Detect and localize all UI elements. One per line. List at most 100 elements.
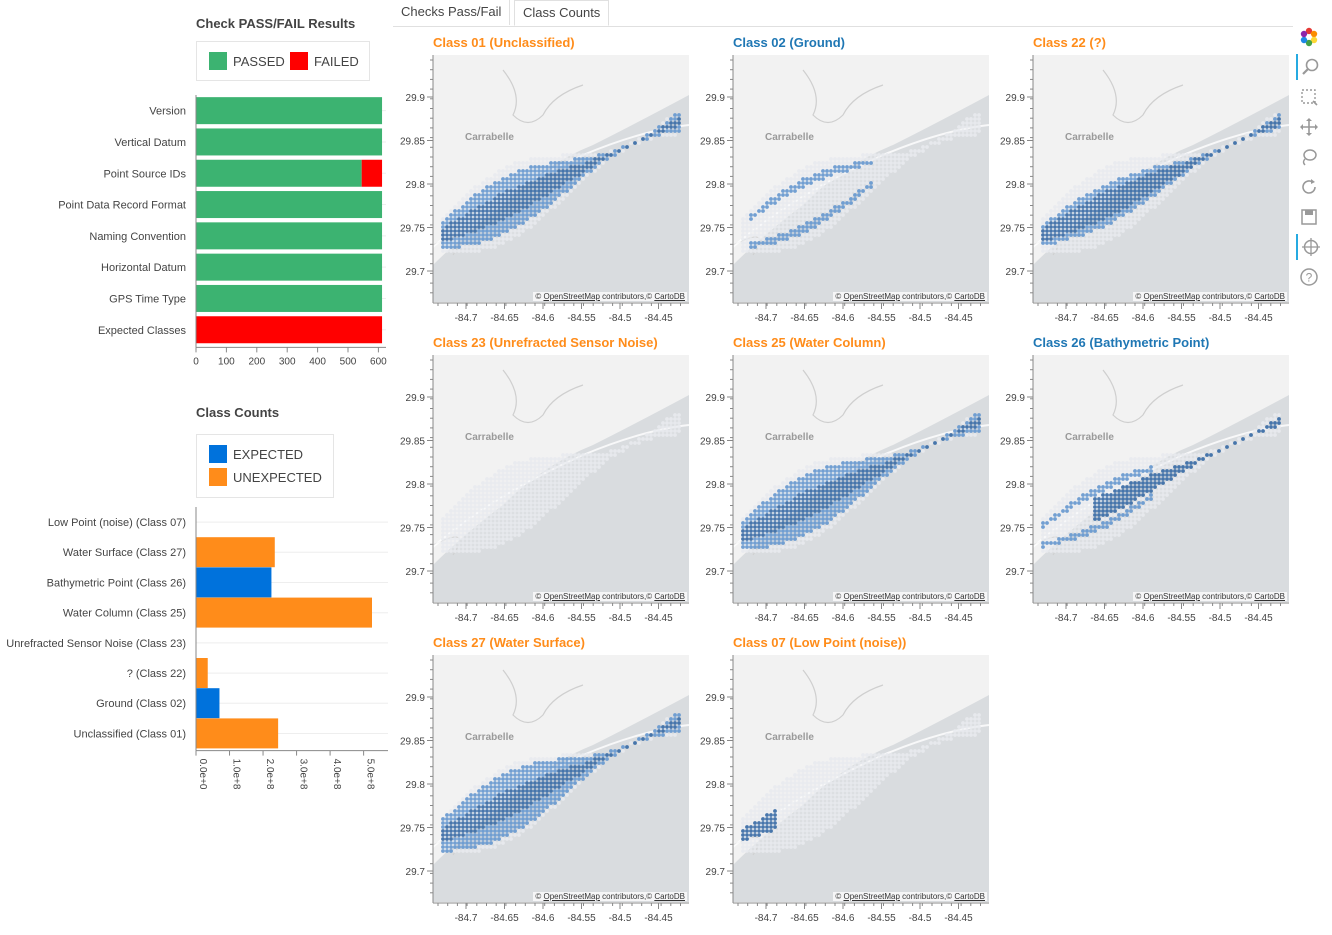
map-hex-cell xyxy=(745,513,749,517)
map-hex-cell xyxy=(977,129,981,133)
map-hex-cell xyxy=(777,237,781,241)
map-hex-cell xyxy=(489,817,493,821)
map-hex-cell xyxy=(837,165,841,169)
map-plot-area[interactable]: Carrabelle © OpenStreetMap contributors,©… xyxy=(433,655,689,902)
map-hex-cell xyxy=(1181,169,1185,173)
map-hex-cell xyxy=(829,193,833,197)
map-hex-cell xyxy=(457,833,461,837)
map-hex-cell xyxy=(1161,177,1165,181)
map-hex-cell xyxy=(881,477,885,481)
map-plot-area[interactable]: Carrabelle © OpenStreetMap contributors,©… xyxy=(1033,55,1289,302)
map-hex-cell xyxy=(773,189,777,193)
map-hex-cell xyxy=(873,165,877,169)
map-hex-cell xyxy=(457,249,461,253)
checks-bar-passed[interactable] xyxy=(196,284,383,312)
map-hex-cell xyxy=(465,505,469,509)
map-hex-cell xyxy=(477,545,481,549)
map-hex-cell xyxy=(1061,245,1065,249)
map-hex-cell xyxy=(513,513,517,517)
attribution-osm-link[interactable]: OpenStreetMap xyxy=(843,292,900,301)
attribution-osm-link[interactable]: OpenStreetMap xyxy=(543,292,600,301)
map-hex-cell xyxy=(821,221,825,225)
legend-expected-label: EXPECTED xyxy=(233,446,304,462)
map-hex-cell xyxy=(793,245,797,249)
map-hex-cell xyxy=(1157,177,1161,181)
map-hex-cell xyxy=(1265,125,1269,129)
legend-passed[interactable]: PASSED xyxy=(209,52,285,70)
map-plot-area[interactable]: Carrabelle © OpenStreetMap contributors,©… xyxy=(433,355,689,602)
map-hex-cell xyxy=(793,529,797,533)
map-hex-cell xyxy=(813,521,817,525)
map-hex-cell xyxy=(829,197,833,201)
map-x-tick-label: -84.5 xyxy=(909,313,932,324)
map-hex-cell xyxy=(745,245,749,249)
map-plot-area[interactable]: Carrabelle © OpenStreetMap contributors,©… xyxy=(733,355,989,602)
checks-bar-passed[interactable] xyxy=(196,253,383,281)
map-hex-cell xyxy=(745,213,749,217)
map-plot-area[interactable]: Carrabelle © OpenStreetMap contributors,©… xyxy=(433,55,689,302)
legend-expected[interactable]: EXPECTED xyxy=(209,445,303,463)
map-hex-cell xyxy=(829,501,833,505)
counts-bar[interactable] xyxy=(196,597,372,628)
map-hex-cell xyxy=(577,469,581,473)
map-hex-cell xyxy=(885,157,889,161)
map-hex-cell xyxy=(833,521,837,525)
attribution-carto-link[interactable]: CartoDB xyxy=(654,592,685,601)
map-hex-cell xyxy=(513,221,517,225)
map-hex-cell xyxy=(1061,501,1065,505)
checks-bar-passed[interactable] xyxy=(196,191,383,219)
map-hex-cell xyxy=(777,509,781,513)
attribution-carto-link[interactable]: CartoDB xyxy=(1254,292,1285,301)
map-hex-cell xyxy=(1117,161,1121,165)
attribution-osm-link[interactable]: OpenStreetMap xyxy=(843,592,900,601)
attribution-osm-link[interactable]: OpenStreetMap xyxy=(1143,292,1200,301)
checks-bar-failed[interactable] xyxy=(361,159,383,187)
map-hex-cell xyxy=(1145,477,1149,481)
map-hex-cell xyxy=(1161,461,1165,465)
map-hex-cell xyxy=(865,169,869,173)
counts-bar[interactable] xyxy=(196,718,279,749)
counts-bar[interactable] xyxy=(196,537,275,568)
map-hex-cell xyxy=(473,237,477,241)
attribution-osm-link[interactable]: OpenStreetMap xyxy=(543,592,600,601)
map-hex-cell xyxy=(481,521,485,525)
map-hex-cell xyxy=(893,161,897,165)
checks-bar-passed[interactable] xyxy=(196,128,383,156)
map-y-tick-label: 29.7 xyxy=(1006,567,1026,578)
map-plot-area[interactable]: Carrabelle © OpenStreetMap contributors,©… xyxy=(1033,355,1289,602)
counts-bar[interactable] xyxy=(196,658,208,688)
attribution-prefix: © xyxy=(835,292,844,301)
map-hex-cell xyxy=(505,237,509,241)
legend-unexpected[interactable]: UNEXPECTED xyxy=(209,468,322,486)
attribution-carto-link[interactable]: CartoDB xyxy=(954,592,985,601)
map-hex-cell xyxy=(773,193,777,197)
map-hex-cell xyxy=(501,477,505,481)
checks-bar-passed[interactable] xyxy=(196,222,383,250)
map-hex-cell xyxy=(1053,205,1057,209)
checks-bar-failed[interactable] xyxy=(196,316,383,344)
map-hex-cell xyxy=(781,209,785,213)
map-hex-cell xyxy=(793,181,797,185)
map-hex-cell xyxy=(1249,433,1253,437)
counts-bar[interactable] xyxy=(196,688,220,719)
map-hex-cell xyxy=(521,525,525,529)
legend-failed[interactable]: FAILED xyxy=(290,52,359,70)
attribution-osm-link[interactable]: OpenStreetMap xyxy=(1143,592,1200,601)
map-hex-cell xyxy=(1273,113,1277,117)
attribution-carto-link[interactable]: CartoDB xyxy=(1254,592,1285,601)
checks-bar-passed[interactable] xyxy=(196,97,383,125)
attribution-carto-link[interactable]: CartoDB xyxy=(954,292,985,301)
map-hex-cell xyxy=(553,185,557,189)
map-hex-cell xyxy=(1105,237,1109,241)
map-hex-cell xyxy=(809,485,813,489)
map-hex-cell xyxy=(1153,173,1157,177)
counts-bar[interactable] xyxy=(196,567,272,598)
tab-class-counts[interactable]: Class Counts xyxy=(514,0,610,26)
tab-checks-pass-fail[interactable]: Checks Pass/Fail xyxy=(393,0,511,25)
attribution-carto-link[interactable]: CartoDB xyxy=(654,292,685,301)
map-plot-area[interactable]: Carrabelle © OpenStreetMap contributors,©… xyxy=(733,55,989,302)
checks-bar-passed[interactable] xyxy=(196,159,362,187)
map-hex-cell xyxy=(757,205,761,209)
map-x-tick-label: -84.55 xyxy=(867,313,896,324)
map-hex-cell xyxy=(825,461,829,465)
